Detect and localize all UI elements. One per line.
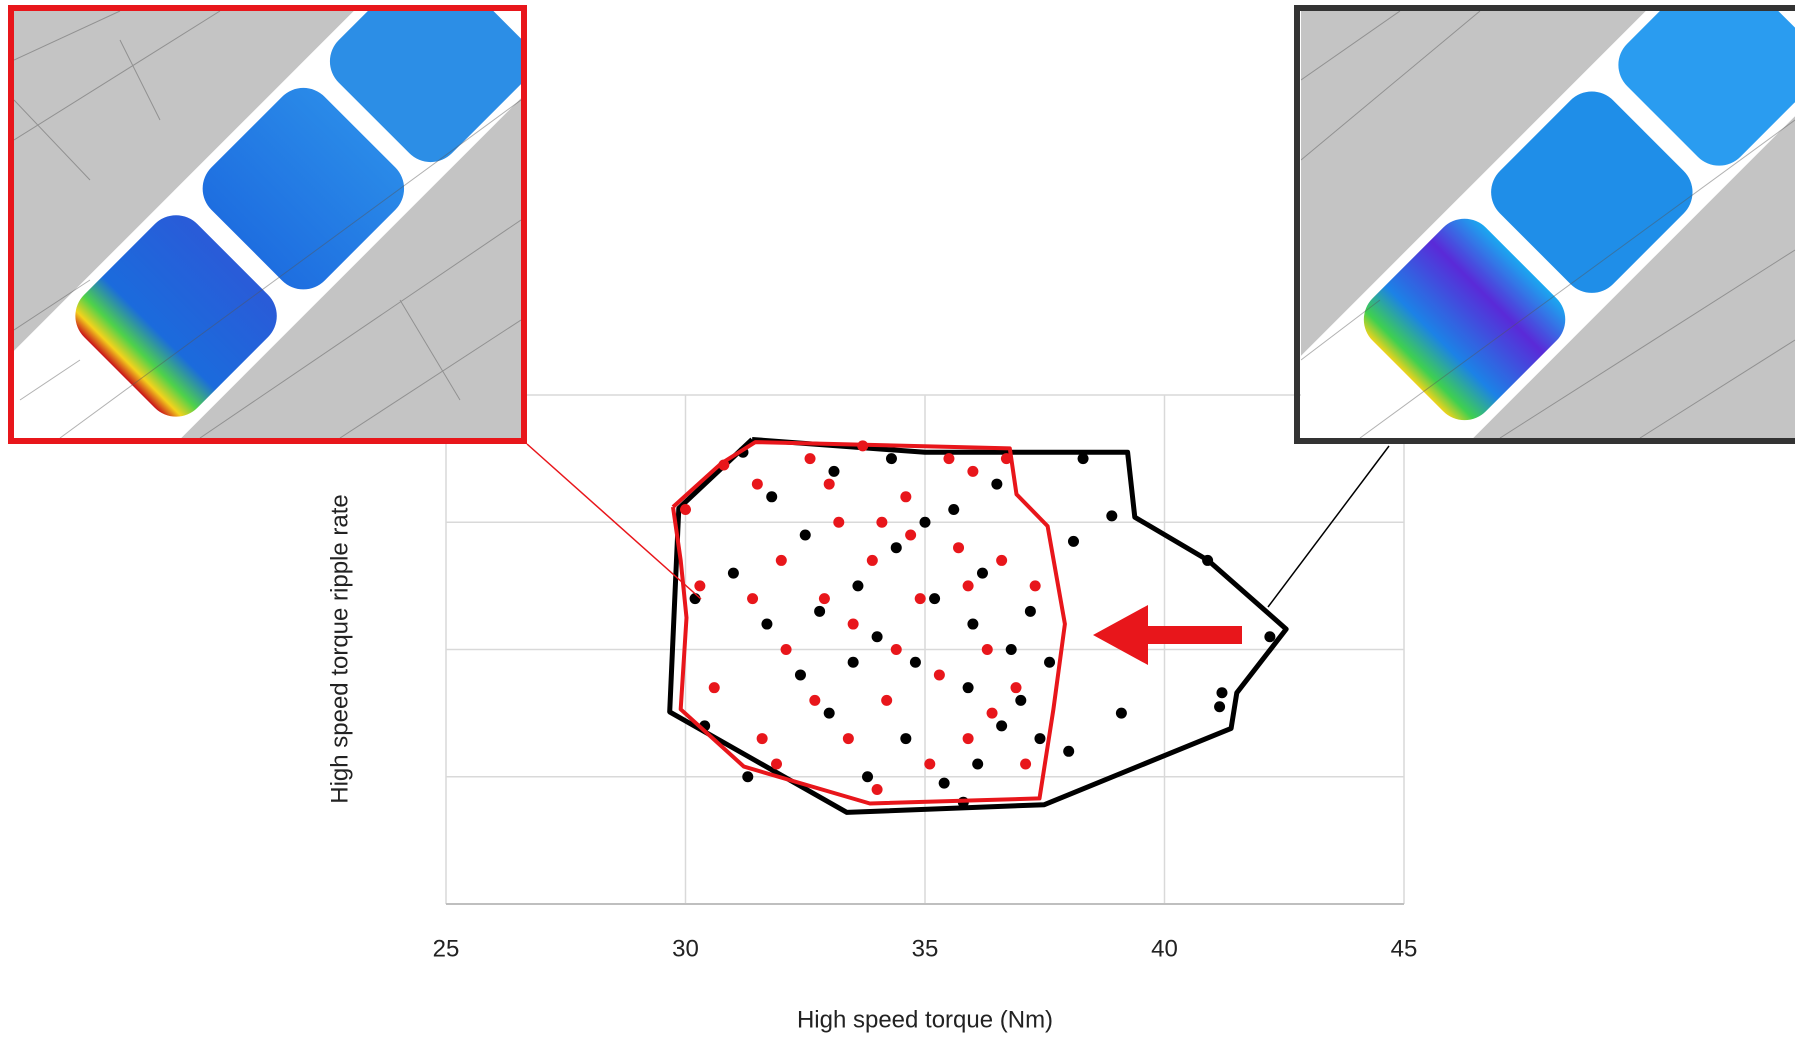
scatter-point: [1011, 682, 1022, 693]
scatter-point: [872, 784, 883, 795]
scatter-point: [996, 720, 1007, 731]
scatter-point: [929, 593, 940, 604]
scatter-point: [805, 453, 816, 464]
scatter-point: [814, 606, 825, 617]
scatter-point: [800, 529, 811, 540]
x-tick-label: 35: [912, 935, 939, 962]
x-tick-label: 30: [672, 935, 699, 962]
scatter-point: [1078, 453, 1089, 464]
scatter-point: [728, 568, 739, 579]
scatter-point: [1020, 759, 1031, 770]
scatter-point: [891, 542, 902, 553]
scatter-point: [819, 593, 830, 604]
scatter-point: [776, 555, 787, 566]
scatter-point: [910, 657, 921, 668]
scatter-point: [876, 517, 887, 528]
scatter-point: [967, 619, 978, 630]
x-tick-label: 40: [1151, 935, 1178, 962]
scatter-point: [881, 695, 892, 706]
scatter-point: [963, 682, 974, 693]
scatter-point: [977, 568, 988, 579]
scatter-point: [824, 479, 835, 490]
scatter-point: [809, 695, 820, 706]
scatter-point: [967, 466, 978, 477]
scatter-point: [781, 644, 792, 655]
scatter-point: [963, 733, 974, 744]
scatter-point: [1063, 746, 1074, 757]
scatter-point: [996, 555, 1007, 566]
scatter-point: [934, 669, 945, 680]
scatter-point: [872, 631, 883, 642]
inset-mesh: [1199, 0, 1795, 585]
scatter-point: [1264, 631, 1275, 642]
scatter-point: [690, 593, 701, 604]
scatter-point: [953, 542, 964, 553]
scatter-point: [1015, 695, 1026, 706]
scatter-point: [747, 593, 758, 604]
scatter-point: [824, 708, 835, 719]
scatter-point: [920, 517, 931, 528]
scatter-point: [982, 644, 993, 655]
scatter-point: [848, 619, 859, 630]
scatter-point: [900, 491, 911, 502]
scatter-point: [867, 555, 878, 566]
scatter-point: [862, 771, 873, 782]
scatter-point: [1034, 733, 1045, 744]
scatter-point: [1202, 555, 1213, 566]
x-tick-label: 25: [433, 935, 460, 962]
scatter-point: [948, 504, 959, 515]
inset-mesh: [0, 0, 629, 585]
scatter-point: [1216, 687, 1227, 698]
scatter-point: [709, 682, 720, 693]
scatter-point: [1116, 708, 1127, 719]
scatter-point: [972, 759, 983, 770]
scatter-point: [939, 778, 950, 789]
scatter-point: [987, 708, 998, 719]
x-tick-label: 45: [1391, 935, 1418, 962]
scatter-point: [905, 529, 916, 540]
scatter-point: [843, 733, 854, 744]
scatter-point: [771, 759, 782, 770]
scatter-point: [886, 453, 897, 464]
scatter-point: [833, 517, 844, 528]
scatter-point: [1106, 510, 1117, 521]
scatter-point: [1044, 657, 1055, 668]
x-axis-label: High speed torque (Nm): [797, 1006, 1053, 1033]
y-axis-label: High speed torque ripple rate: [326, 494, 353, 804]
arrow: [1093, 605, 1242, 665]
scatter-point: [891, 644, 902, 655]
scatter-point: [795, 669, 806, 680]
page: 25 30 35 40 45 High speed torque ripple rate…: [0, 0, 1795, 1039]
scatter-point: [924, 759, 935, 770]
scatter-point: [1214, 701, 1225, 712]
scatter-point: [742, 771, 753, 782]
plot-area: 25 30 35 40 45: [433, 395, 1418, 962]
scatter-point: [915, 593, 926, 604]
chart: 25 30 35 40 45 High speed torque ripple rate…: [0, 0, 1795, 1039]
scatter-point: [680, 504, 691, 515]
scatter-point: [1006, 644, 1017, 655]
scatter-point: [963, 580, 974, 591]
scatter-point: [828, 466, 839, 477]
scatter-point: [757, 733, 768, 744]
scatter-point: [991, 479, 1002, 490]
scatter-point: [752, 479, 763, 490]
scatter-point: [1030, 580, 1041, 591]
scatter-point: [943, 453, 954, 464]
connector: [1268, 446, 1389, 607]
scatter-point: [848, 657, 859, 668]
scatter-point: [852, 580, 863, 591]
scatter-point: [694, 580, 705, 591]
scatter-point: [766, 491, 777, 502]
scatter-point: [1068, 536, 1079, 547]
scatter-point: [1025, 606, 1036, 617]
scatter-point: [761, 619, 772, 630]
scatter-point: [900, 733, 911, 744]
